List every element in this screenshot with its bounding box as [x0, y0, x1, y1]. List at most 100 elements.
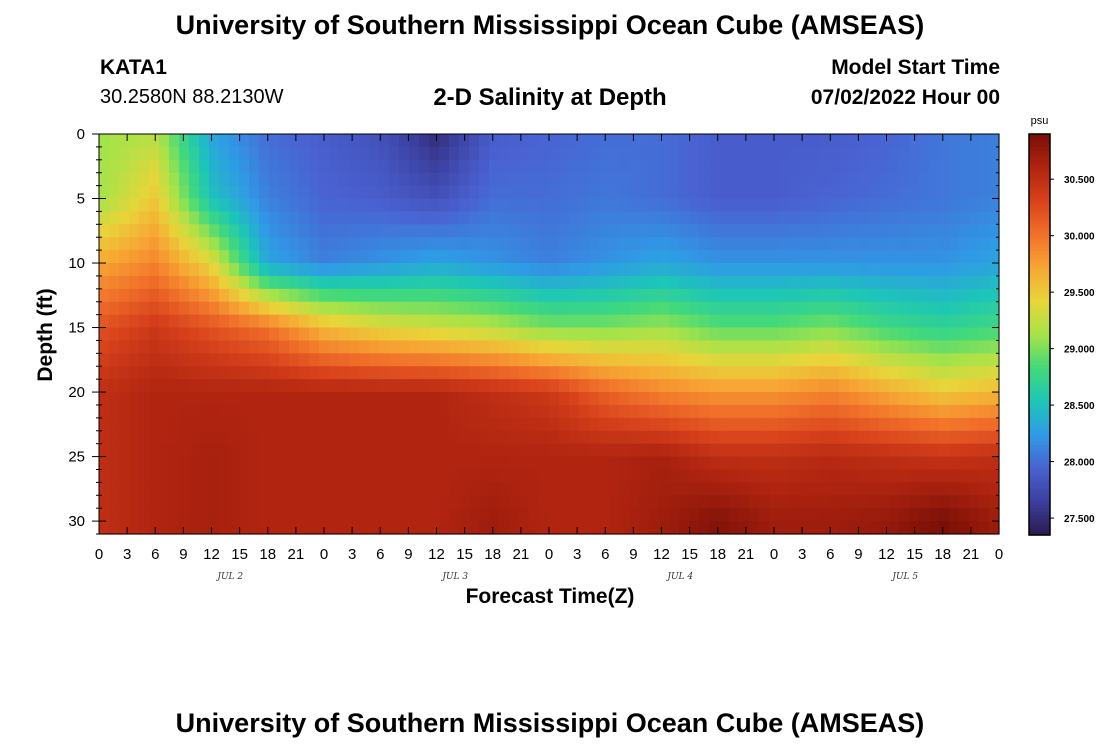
colorbar: 30.50030.00029.50029.00028.50028.00027.5…	[1028, 115, 1095, 536]
heatmap-cell	[349, 237, 360, 251]
colorbar-segment	[1029, 291, 1050, 295]
heatmap-cell	[419, 521, 430, 535]
heatmap-cell	[229, 198, 240, 213]
heatmap-cell	[439, 301, 450, 316]
heatmap-cell	[389, 198, 400, 213]
heatmap-cell	[659, 211, 670, 225]
heatmap-cell	[479, 185, 490, 200]
heatmap-cell	[629, 482, 640, 496]
heatmap-cell	[159, 185, 170, 200]
heatmap-cell	[539, 353, 550, 367]
heatmap-cell	[829, 456, 840, 471]
heatmap-cell	[799, 353, 810, 367]
heatmap-cell	[189, 508, 200, 522]
heatmap-cell	[959, 430, 970, 445]
heatmap-cell	[799, 417, 810, 432]
heatmap-cell	[479, 275, 490, 290]
heatmap-cell	[639, 301, 650, 316]
heatmap-cell	[429, 172, 440, 187]
heatmap-cell	[279, 443, 290, 458]
heatmap-cell	[879, 224, 890, 238]
heatmap-cell	[299, 146, 310, 161]
heatmap-cell	[529, 404, 540, 419]
heatmap-cell	[959, 404, 970, 419]
colorbar-segment	[1029, 508, 1050, 513]
heatmap-cell	[789, 237, 800, 251]
heatmap-cell	[619, 469, 630, 483]
heatmap-cell	[119, 521, 130, 535]
colorbar-segment	[1029, 424, 1050, 429]
heatmap-cell	[119, 237, 130, 251]
heatmap-cell	[349, 198, 360, 213]
heatmap-cell	[109, 263, 120, 277]
heatmap-cell	[279, 404, 290, 419]
heatmap-cell	[929, 211, 940, 225]
heatmap-cell	[719, 456, 730, 471]
heatmap-cell	[859, 146, 870, 161]
heatmap-cell	[619, 172, 630, 187]
heatmap-cell	[319, 508, 330, 522]
heatmap-cell	[319, 404, 330, 419]
heatmap-cell	[649, 211, 660, 225]
heatmap-cell	[659, 379, 670, 393]
colorbar-segment	[1029, 511, 1050, 516]
heatmap-cell	[679, 172, 690, 187]
heatmap-cell	[579, 456, 590, 471]
heatmap-cell	[539, 146, 550, 161]
heatmap-cell	[139, 288, 150, 303]
heatmap-cell	[779, 159, 790, 174]
heatmap-cell	[599, 288, 610, 303]
heatmap-cell	[199, 288, 210, 303]
heatmap-cell	[479, 366, 490, 380]
heatmap-cell	[729, 275, 740, 290]
heatmap-cell	[829, 146, 840, 161]
heatmap-cell	[329, 198, 340, 213]
heatmap-cell	[279, 288, 290, 303]
colorbar-segment	[1029, 478, 1050, 483]
heatmap-cell	[759, 456, 770, 471]
heatmap-cell	[739, 495, 750, 509]
heatmap-cell	[879, 237, 890, 251]
heatmap-cell	[209, 469, 220, 483]
heatmap-cell	[119, 379, 130, 393]
heatmap-cell	[609, 211, 620, 225]
heatmap-cell	[389, 379, 400, 393]
heatmap-cell	[909, 366, 920, 380]
heatmap-cell	[349, 508, 360, 522]
heatmap-cell	[319, 224, 330, 238]
heatmap-cell	[99, 134, 110, 148]
heatmap-cell	[869, 172, 880, 187]
heatmap-cell	[299, 134, 310, 148]
colorbar-segment	[1029, 394, 1050, 399]
heatmap-cell	[879, 404, 890, 419]
heatmap-cell	[349, 353, 360, 367]
heatmap-cell	[579, 301, 590, 316]
heatmap-cell	[589, 327, 600, 342]
heatmap-cell	[899, 198, 910, 213]
heatmap-cell	[829, 417, 840, 432]
heatmap-cell	[409, 366, 420, 380]
colorbar-segment	[1029, 357, 1050, 362]
heatmap-cell	[619, 417, 630, 432]
heatmap-cell	[369, 417, 380, 432]
heatmap-cell	[529, 185, 540, 200]
heatmap-cell	[299, 185, 310, 200]
heatmap-cell	[689, 443, 700, 458]
heatmap-cell	[169, 443, 180, 458]
heatmap-cell	[529, 211, 540, 225]
heatmap-cell	[709, 250, 720, 264]
heatmap-cell	[739, 353, 750, 367]
heatmap-cell	[769, 495, 780, 509]
heatmap-cell	[279, 508, 290, 522]
heatmap-cell	[559, 263, 570, 277]
heatmap-cell	[169, 250, 180, 264]
heatmap-cell	[739, 159, 750, 174]
heatmap-cell	[279, 237, 290, 251]
heatmap-cell	[729, 482, 740, 496]
heatmap-cell	[729, 353, 740, 367]
heatmap-cell	[989, 495, 1000, 509]
heatmap-cell	[719, 211, 730, 225]
heatmap-cell	[319, 495, 330, 509]
heatmap-cell	[269, 417, 280, 432]
heatmap-cell	[739, 146, 750, 161]
